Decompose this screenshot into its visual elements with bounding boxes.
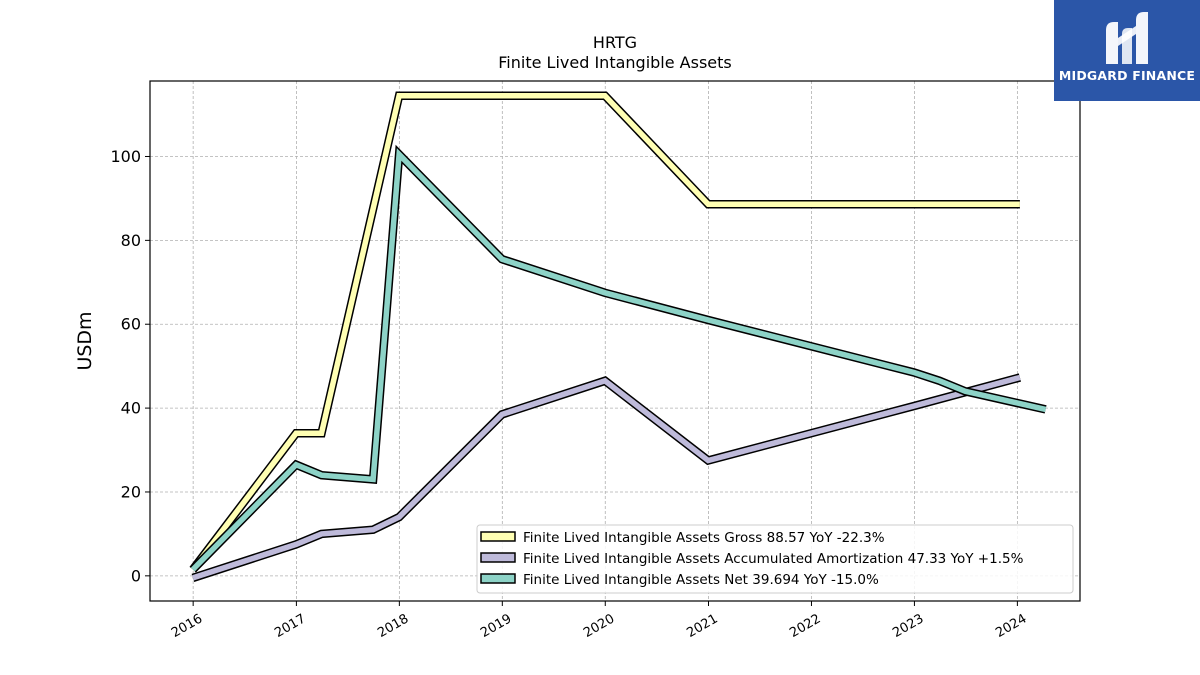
series-lines (189, 91, 1047, 582)
midgard-m-icon (1106, 12, 1148, 64)
legend-swatch (480, 573, 516, 584)
x-tick-label: 2023 (890, 611, 926, 641)
x-tick-label: 2016 (169, 611, 205, 641)
y-tick-label: 0 (131, 566, 141, 585)
legend-label: Finite Lived Intangible Assets Accumulat… (523, 551, 1024, 567)
series-line-outline (189, 144, 1047, 573)
y-axis-ticks: 0 20 40 60 80 100 (110, 147, 150, 585)
brand-logo: MIDGARD FINANCE (1054, 0, 1200, 101)
chart-title: HRTG (593, 33, 637, 52)
y-tick-label: 80 (121, 231, 141, 250)
chart-subtitle: Finite Lived Intangible Assets (498, 53, 731, 72)
plot-frame (149, 80, 1081, 602)
y-tick-label: 40 (121, 399, 141, 418)
legend-item-0: Finite Lived Intangible Assets Gross 88.… (480, 530, 885, 546)
grid (150, 81, 1080, 601)
series-line-stroke (192, 374, 1021, 581)
legend-box (476, 524, 1074, 594)
y-tick-label: 20 (121, 482, 141, 501)
legend-swatch (480, 531, 516, 542)
y-axis-label: USDm (74, 311, 96, 370)
series-line-2 (189, 144, 1047, 573)
legend: Finite Lived Intangible Assets Gross 88.… (476, 524, 1074, 594)
x-tick-label: 2024 (993, 611, 1029, 641)
x-tick-label: 2020 (581, 611, 617, 641)
x-tick-label: 2018 (375, 611, 411, 641)
x-tick-label: 2021 (684, 611, 720, 641)
brand-name: MIDGARD FINANCE (1058, 68, 1196, 83)
x-tick-label: 2017 (272, 611, 308, 641)
series-line-0 (189, 91, 1020, 573)
x-tick-label: 2019 (478, 611, 514, 641)
legend-item-1: Finite Lived Intangible Assets Accumulat… (480, 551, 1024, 567)
y-tick-label: 100 (110, 147, 141, 166)
legend-label: Finite Lived Intangible Assets Gross 88.… (523, 530, 885, 546)
legend-swatch (480, 552, 516, 563)
x-tick-label: 2022 (787, 611, 823, 641)
legend-label: Finite Lived Intangible Assets Net 39.69… (523, 572, 879, 588)
y-tick-label: 60 (121, 315, 141, 334)
x-axis-ticks: 2016 2017 2018 2019 2020 2021 2022 2023 2024 (169, 601, 1029, 641)
series-line-stroke (190, 148, 1047, 572)
series-line-outline (189, 91, 1020, 573)
series-line-stroke (190, 92, 1020, 572)
series-line-1 (191, 373, 1022, 582)
legend-item-2: Finite Lived Intangible Assets Net 39.69… (480, 572, 879, 588)
